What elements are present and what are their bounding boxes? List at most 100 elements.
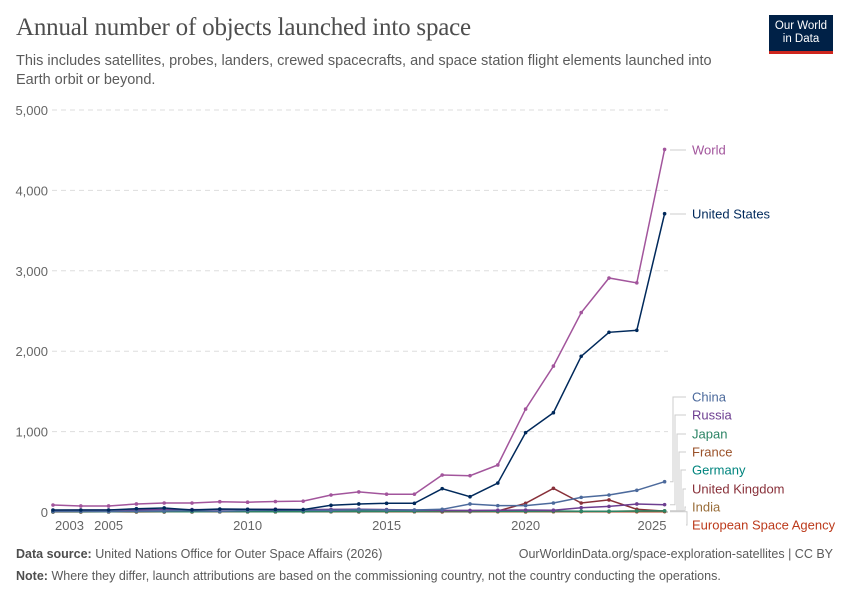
series-label[interactable]: India (692, 500, 721, 515)
data-point (190, 501, 194, 505)
y-tick-label: 3,000 (15, 264, 48, 279)
series-label[interactable]: Japan (692, 427, 727, 442)
data-point (329, 493, 333, 497)
data-point (551, 364, 556, 368)
chart-url[interactable]: OurWorldinData.org/space-exploration-sat… (518, 547, 833, 561)
data-point (273, 507, 278, 512)
series-label[interactable]: United States (692, 207, 771, 222)
chart-title: Annual number of objects launched into s… (16, 14, 471, 41)
data-point (579, 509, 583, 513)
data-point (496, 508, 500, 513)
source-label: Data source: (16, 547, 92, 561)
data-point (134, 509, 139, 513)
series-line (52, 149, 666, 507)
data-point (273, 499, 278, 504)
owid-logo[interactable]: Our World in Data (769, 15, 833, 54)
data-point (607, 504, 611, 509)
data-point (551, 508, 556, 513)
data-point (662, 479, 667, 484)
source-text[interactable]: United Nations Office for Outer Space Af… (95, 547, 383, 561)
logo-line-2: in Data (782, 33, 820, 45)
chart-subtitle: This includes satellites, probes, lander… (16, 53, 712, 88)
series-united-states (51, 211, 667, 512)
label-connector (670, 396, 686, 483)
data-point (329, 508, 333, 513)
label-connector (670, 488, 686, 512)
series-label[interactable]: World (692, 143, 726, 158)
data-point (662, 502, 667, 507)
series-label[interactable]: Russia (692, 408, 733, 423)
y-tick-label: 1,000 (15, 425, 48, 440)
data-point (468, 502, 472, 506)
x-tick-label: 2010 (233, 518, 262, 533)
label-connector (670, 506, 686, 512)
data-point (106, 508, 111, 512)
y-tick-label: 2,000 (15, 344, 48, 359)
data-point (607, 330, 611, 335)
data-point (218, 499, 222, 504)
data-point (551, 410, 556, 415)
data-point (301, 507, 306, 512)
data-point (218, 507, 222, 511)
data-point (301, 499, 306, 503)
data-point (106, 504, 111, 508)
chart-note: Note: Where they differ, launch attribut… (16, 569, 721, 583)
data-point (662, 211, 667, 216)
data-point (51, 503, 55, 507)
data-point (384, 492, 389, 496)
data-point (384, 501, 389, 506)
data-point (579, 495, 583, 500)
y-tick-label: 4,000 (15, 183, 48, 198)
data-point (523, 503, 528, 508)
series-line (52, 480, 665, 513)
x-tick-label: 2003 (55, 518, 84, 533)
label-connector (670, 511, 688, 526)
data-point (579, 505, 583, 510)
data-point (551, 501, 556, 505)
data-point (579, 501, 583, 505)
label-connector (670, 433, 686, 512)
data-point (468, 494, 472, 499)
data-point (357, 502, 361, 506)
data-point (635, 328, 639, 333)
data-point (412, 508, 417, 512)
series-label[interactable]: United Kingdom (692, 482, 785, 497)
data-point (329, 503, 333, 508)
data-point (245, 507, 250, 512)
data-point (440, 486, 445, 491)
y-tick-label: 0 (41, 505, 48, 520)
data-point (162, 509, 166, 513)
data-point (384, 508, 389, 512)
series-line (53, 213, 666, 511)
data-point (607, 509, 611, 514)
series-label[interactable]: Germany (692, 463, 746, 478)
data-point (635, 488, 639, 493)
x-tick-label: 2015 (372, 518, 401, 533)
data-point (662, 147, 667, 152)
data-point (412, 501, 417, 506)
data-point (523, 430, 528, 435)
data-point (162, 501, 166, 505)
data-point (245, 500, 250, 504)
x-tick-label: 2005 (94, 518, 123, 533)
data-point (662, 509, 667, 513)
logo-line-1: Our World (774, 20, 828, 32)
data-point (134, 506, 139, 511)
data-point (412, 492, 417, 496)
data-point (162, 506, 166, 510)
data-point (635, 281, 639, 285)
data-point (579, 310, 583, 315)
data-point (607, 493, 611, 497)
series-label[interactable]: China (692, 390, 727, 405)
note-label: Note: (16, 569, 48, 583)
data-point (468, 473, 472, 478)
data-point (468, 508, 472, 513)
series-label[interactable]: France (692, 445, 732, 460)
series-label[interactable]: European Space Agency (692, 518, 836, 533)
data-point (496, 463, 500, 467)
data-point (551, 486, 556, 491)
data-point (523, 407, 528, 411)
x-tick-label: 2020 (511, 518, 540, 533)
data-point (579, 354, 583, 359)
